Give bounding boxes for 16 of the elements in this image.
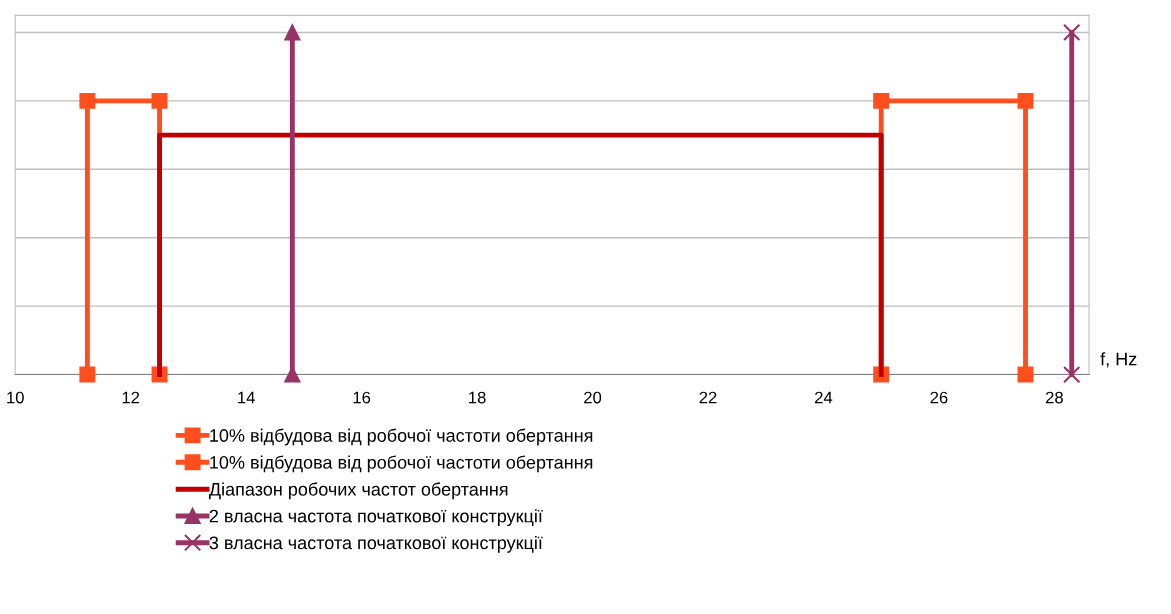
legend-label: 3 власна частота початкової конструкції: [209, 535, 543, 553]
x-tick-label: 22: [699, 391, 717, 404]
x-tick-label: 26: [930, 391, 948, 404]
x-tick-label: 20: [584, 391, 602, 404]
x-tick-label: 10: [7, 391, 24, 404]
x-tick-label: 16: [353, 391, 371, 404]
legend-label: 2 власна частота початкової конструкції: [209, 509, 543, 527]
x-tick-label: 24: [815, 391, 833, 404]
legend-label: 10% відбудова від робочої частоти обертання: [210, 428, 593, 446]
legend-label: Діапазон робочих частот обертання: [208, 482, 508, 500]
x-tick-label: 28: [1045, 391, 1063, 404]
x-tick-label: 18: [469, 391, 486, 404]
x-axis-title: f, Hz: [1100, 352, 1137, 368]
legend-label: 10% відбудова від робочої частоти обертання: [210, 455, 593, 473]
x-tick-label: 14: [238, 391, 255, 404]
x-tick-label: 12: [122, 391, 140, 404]
